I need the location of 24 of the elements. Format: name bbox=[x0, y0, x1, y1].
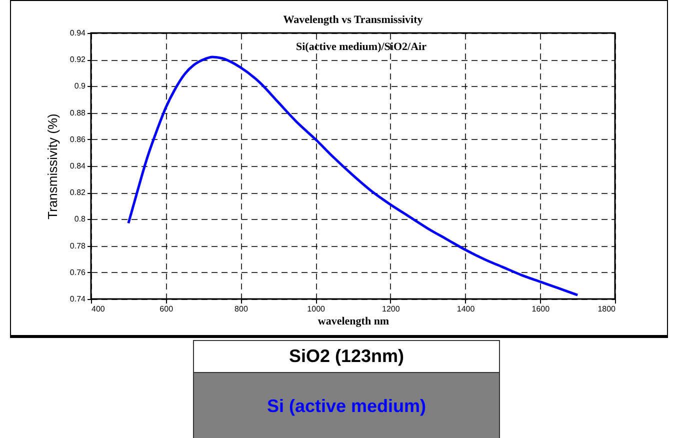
x-tick-label: 1800 bbox=[598, 304, 616, 314]
y-tick-label: 0.78 bbox=[70, 241, 86, 250]
x-tick-label: 1600 bbox=[532, 304, 550, 314]
x-tick-label: 1200 bbox=[382, 304, 400, 314]
x-axis-title: wavelength nm bbox=[318, 316, 390, 328]
line-series bbox=[127, 56, 579, 296]
x-tick-label: 800 bbox=[234, 304, 248, 314]
y-tick-label: 0.92 bbox=[70, 55, 86, 64]
layer-stack-diagram: SiO2 (123nm) Si (active medium) bbox=[193, 340, 500, 438]
y-tick-label: 0.94 bbox=[70, 28, 86, 38]
x-tick-label: 1400 bbox=[456, 304, 476, 314]
y-axis-title: Transmissivity (%) bbox=[44, 114, 60, 220]
x-tick-label: 600 bbox=[160, 304, 174, 314]
y-tick-label: 0.76 bbox=[70, 268, 86, 277]
y-tick-label: 0.8 bbox=[74, 214, 86, 224]
y-tick-label: 0.82 bbox=[70, 188, 86, 198]
y-tick-label: 0.86 bbox=[70, 134, 86, 144]
x-tick-label: 1000 bbox=[307, 304, 326, 314]
y-tick-label: 0.84 bbox=[70, 162, 86, 170]
y-tick-label: 0.9 bbox=[74, 82, 86, 91]
x-tick-label: 400 bbox=[92, 304, 106, 314]
chart-title: Wavelength vs Transmissivity bbox=[283, 14, 424, 26]
y-tick-label: 0.74 bbox=[70, 294, 86, 304]
y-tick-label: 0.88 bbox=[70, 108, 86, 118]
